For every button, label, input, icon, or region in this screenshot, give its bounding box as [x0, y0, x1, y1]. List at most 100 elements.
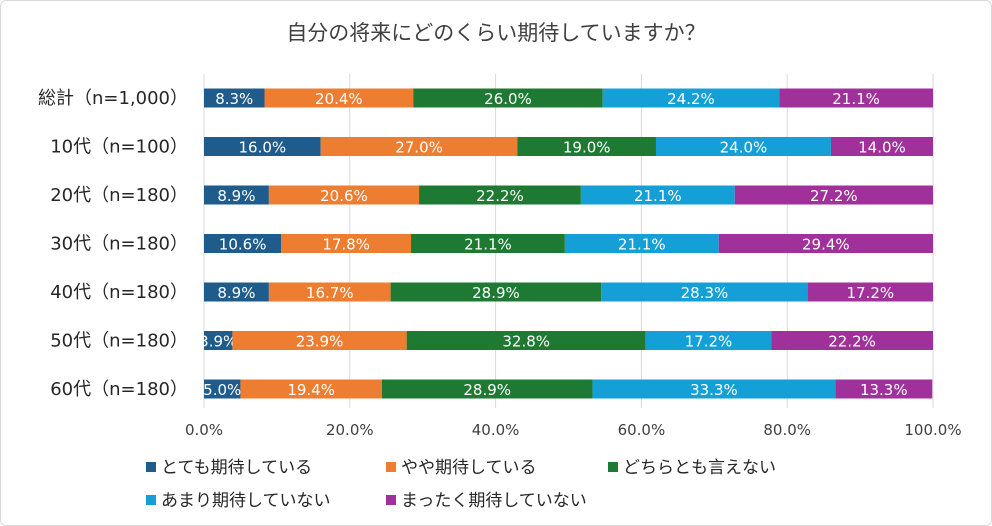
data-label: 22.2% [828, 333, 876, 351]
legend-item: どちらとも言えない [608, 458, 776, 478]
bar-segment [240, 379, 382, 399]
category-label: 30代（n=180） [50, 234, 188, 255]
x-axis-ticks: 0.0% 20.0% 40.0% 60.0% 80.0% 100.0% [185, 421, 962, 439]
legend-swatch [386, 462, 396, 472]
bar-segment [580, 185, 735, 205]
bar-segment [771, 331, 933, 350]
x-tick-label: 100.0% [904, 421, 961, 439]
bar-segment [264, 88, 414, 108]
x-tick-label: 60.0% [618, 421, 666, 439]
bar-segment [413, 88, 603, 108]
bar-segment [830, 137, 933, 156]
bar-row: 8.9% 20.6% 22.2% 21.1% 27.2% [204, 185, 933, 205]
data-label: 20.6% [320, 187, 368, 205]
bar-segment [204, 282, 269, 302]
data-label: 32.8% [502, 333, 550, 351]
bar-segment [268, 185, 420, 205]
x-tick-label: 20.0% [326, 421, 374, 439]
data-label: 22.2% [476, 187, 524, 205]
data-label: 26.0% [484, 90, 532, 108]
bar-segment [602, 88, 780, 108]
bar-segment [592, 379, 836, 399]
bar-segment [268, 282, 391, 302]
category-label: 40代（n=180） [50, 282, 188, 303]
bar-segment [601, 282, 808, 302]
category-label: 20代（n=180） [50, 185, 188, 206]
category-label: 総計（n=1,000） [38, 88, 188, 109]
data-label: 28.3% [681, 284, 729, 302]
category-label: 50代（n=180） [50, 331, 188, 352]
bar-segment [281, 234, 412, 253]
category-labels: 総計（n=1,000） 10代（n=100） 20代（n=180） 30代（n=180… [38, 88, 188, 400]
legend-item: あまり期待していない [146, 491, 331, 511]
bar-segment [645, 331, 772, 350]
legend-swatch [608, 462, 618, 472]
bar-segment [411, 234, 565, 253]
data-label: 28.9% [472, 284, 520, 302]
data-label: 20.4% [315, 90, 363, 108]
legend-label: まったく期待していない [401, 491, 587, 511]
x-tick-label: 0.0% [185, 421, 223, 439]
legend-label: どちらとも言えない [623, 458, 776, 478]
data-label: 21.1% [832, 90, 880, 108]
bar-row: 5.0% 19.4% 28.9% 33.3% 13.3% [203, 379, 933, 399]
data-label: 3.9% [199, 333, 237, 351]
bar-row: 8.3% 20.4% 26.0% 24.2% 21.1% [204, 88, 933, 108]
x-tick-label: 80.0% [763, 421, 811, 439]
bar-segment [835, 379, 933, 399]
bars: 8.3% 20.4% 26.0% 24.2% 21.1% 16.0% 27.0% 19.0% 2… [199, 88, 933, 399]
data-label: 21.1% [464, 236, 512, 254]
data-label: 21.1% [634, 187, 682, 205]
legend-swatch [386, 495, 396, 505]
bar-segment [406, 331, 646, 350]
data-label: 14.0% [858, 139, 906, 157]
legend-item: とても期待している [146, 458, 312, 478]
data-label: 10.6% [219, 236, 267, 254]
data-label: 27.2% [810, 187, 858, 205]
data-label: 17.8% [322, 236, 370, 254]
data-label: 16.0% [238, 139, 286, 157]
bar-segment [204, 185, 269, 205]
bar-segment [204, 137, 321, 156]
x-tick-label: 40.0% [472, 421, 520, 439]
data-label: 17.2% [685, 333, 733, 351]
bar-row: 16.0% 27.0% 19.0% 24.0% 14.0% [204, 137, 933, 157]
bar-segment [381, 379, 593, 399]
data-label: 28.9% [463, 381, 511, 399]
data-label: 19.4% [287, 381, 335, 399]
data-label: 23.9% [296, 333, 344, 351]
data-label: 13.3% [860, 381, 908, 399]
bar-segment [779, 88, 933, 108]
bar-segment [390, 282, 602, 302]
bar-row: 8.9% 16.7% 28.9% 28.3% 17.2% [204, 282, 933, 302]
legend-label: とても期待している [161, 458, 312, 478]
data-label: 21.1% [618, 236, 666, 254]
legend-swatch [146, 462, 156, 472]
bar-row: 10.6% 17.8% 21.1% 21.1% 29.4% [204, 234, 933, 254]
bar-segment [807, 282, 933, 302]
legend-label: やや期待している [401, 458, 537, 478]
bar-segment [517, 137, 656, 156]
legend-swatch [146, 495, 156, 505]
bar-segment [204, 88, 265, 108]
data-label: 8.9% [217, 284, 255, 302]
bar-segment [564, 234, 719, 253]
data-label: 16.7% [306, 284, 354, 302]
legend-item: やや期待している [386, 458, 537, 478]
bar-segment [320, 137, 518, 156]
bar-row: 3.9% 23.9% 32.8% 17.2% 22.2% [199, 331, 933, 351]
data-label: 19.0% [563, 139, 611, 157]
chart-title: 自分の将来にどのくらい期待していますか？ [286, 21, 705, 45]
data-label: 8.3% [215, 90, 253, 108]
bar-segment [204, 234, 282, 253]
bar-segment [204, 331, 233, 350]
legend-item: まったく期待していない [386, 491, 587, 511]
data-label: 24.2% [667, 90, 715, 108]
bar-segment [718, 234, 933, 253]
category-label: 10代（n=100） [50, 137, 188, 158]
legend-label: あまり期待していない [161, 491, 331, 511]
bar-segment [655, 137, 831, 156]
bar-segment [419, 185, 581, 205]
